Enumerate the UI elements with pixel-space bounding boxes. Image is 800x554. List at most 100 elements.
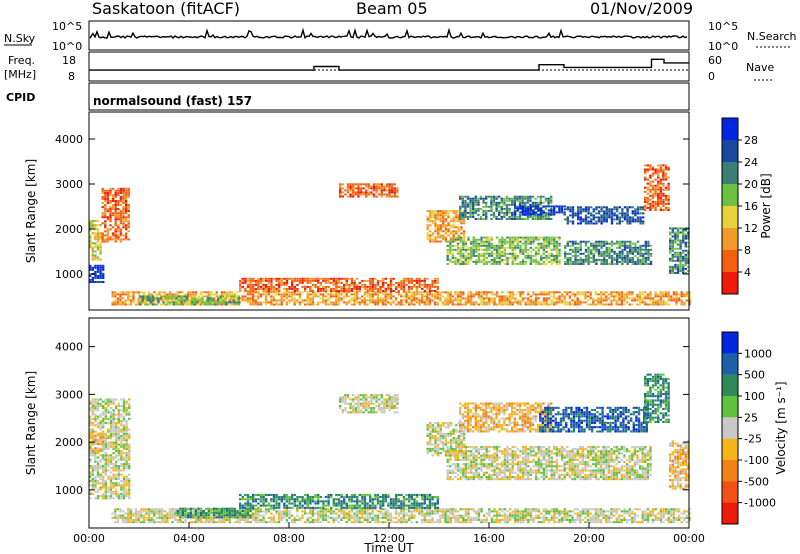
y-tick-label: 1000 [55, 268, 83, 281]
heatmap-cell [238, 516, 242, 519]
heatmap-cell [122, 467, 126, 470]
heatmap-cell [259, 295, 263, 298]
heatmap-cell [280, 283, 283, 286]
heatmap-cell [459, 240, 462, 243]
heatmap-cell [636, 248, 640, 251]
heatmap-cell [309, 299, 312, 302]
heatmap-cell [626, 263, 629, 265]
heatmap-cell [527, 254, 530, 257]
heatmap-cell [634, 250, 637, 253]
heatmap-cell [644, 303, 647, 306]
heatmap-cell [671, 235, 674, 238]
heatmap-cell [387, 295, 390, 298]
heatmap-cell [558, 207, 561, 210]
heatmap-cell [114, 228, 117, 231]
heatmap-cell [529, 254, 533, 257]
heatmap-cell [446, 256, 449, 259]
heatmap-cell [553, 258, 556, 261]
heatmap-cell [644, 242, 647, 245]
heatmap-cell [149, 301, 152, 304]
heatmap-cell [392, 299, 395, 302]
heatmap-cell [124, 299, 127, 302]
heatmap-cell [324, 512, 328, 515]
heatmap-cell [560, 293, 564, 296]
colorbar-tick-label: 16 [744, 200, 758, 213]
heatmap-cell [146, 299, 150, 302]
heatmap-cell [506, 236, 509, 239]
heatmap-cell [335, 518, 338, 521]
heatmap-cell [545, 256, 548, 259]
heatmap-cell [436, 279, 439, 282]
heatmap-cell [659, 170, 662, 173]
heatmap-cell [185, 301, 189, 304]
heatmap-cell [545, 242, 548, 245]
heatmap-cell [608, 248, 611, 251]
heatmap-cell [102, 447, 105, 450]
heatmap-cell [252, 279, 255, 282]
heatmap-cell [115, 488, 118, 491]
heatmap-cell [114, 508, 117, 511]
heatmap-cell [618, 252, 621, 255]
heatmap-cell [587, 216, 590, 219]
heatmap-cell [683, 303, 686, 306]
heatmap-cell [518, 199, 522, 202]
heatmap-cell [317, 281, 320, 284]
heatmap-cell [475, 250, 478, 253]
heatmap-cell [329, 512, 333, 515]
heatmap-cell [254, 514, 257, 517]
heatmap-cell [94, 419, 97, 422]
heatmap-cell [595, 244, 598, 247]
heatmap-cell [384, 287, 387, 290]
heatmap-cell [94, 234, 97, 237]
heatmap-cell [493, 303, 496, 306]
heatmap-cell [634, 214, 637, 217]
heatmap-cell [94, 484, 97, 487]
colorbar-swatch [722, 250, 738, 273]
heatmap-cell [669, 243, 672, 246]
heatmap-cell [270, 290, 273, 292]
heatmap-cell [322, 279, 325, 282]
heatmap-cell [376, 291, 380, 294]
heatmap-cell [319, 301, 322, 304]
heatmap-cell [112, 452, 115, 455]
heatmap-cell [363, 287, 367, 290]
heatmap-cell [511, 303, 514, 306]
heatmap-cell [280, 303, 283, 306]
heatmap-cell [104, 447, 107, 450]
heatmap-cell [467, 246, 470, 249]
heatmap-cell [293, 279, 296, 282]
heatmap-cell [555, 248, 559, 251]
heatmap-cell [237, 297, 241, 300]
heatmap-cell [145, 510, 148, 513]
heatmap-cell [114, 220, 117, 223]
heatmap-cell [290, 514, 294, 517]
heatmap-cell [89, 454, 92, 457]
heatmap-cell [426, 301, 429, 304]
heatmap-cell [495, 246, 499, 249]
heatmap-cell [275, 512, 278, 515]
heatmap-cell [125, 495, 128, 498]
heatmap-cell [311, 293, 315, 296]
heatmap-cell [519, 240, 522, 243]
heatmap-cell [532, 211, 535, 214]
heatmap-cell [490, 301, 494, 304]
heatmap-cell [597, 244, 601, 247]
heatmap-cell [431, 279, 434, 282]
heatmap-cell [285, 510, 289, 513]
heatmap-cell [112, 462, 115, 465]
heatmap-cell [469, 293, 473, 296]
heatmap-cell [415, 299, 419, 302]
heatmap-cell [539, 197, 542, 200]
heatmap-cell [597, 216, 601, 219]
heatmap-cell [91, 484, 94, 487]
heatmap-cell [96, 402, 100, 405]
heatmap-cell [125, 482, 128, 485]
heatmap-cell [134, 518, 138, 521]
heatmap-cell [563, 299, 566, 302]
heatmap-cell [262, 516, 265, 519]
heatmap-cell [498, 301, 501, 304]
heatmap-cell [587, 248, 590, 251]
heatmap-cell [492, 213, 496, 216]
heatmap-cell [115, 426, 118, 429]
heatmap-cell [89, 428, 92, 431]
